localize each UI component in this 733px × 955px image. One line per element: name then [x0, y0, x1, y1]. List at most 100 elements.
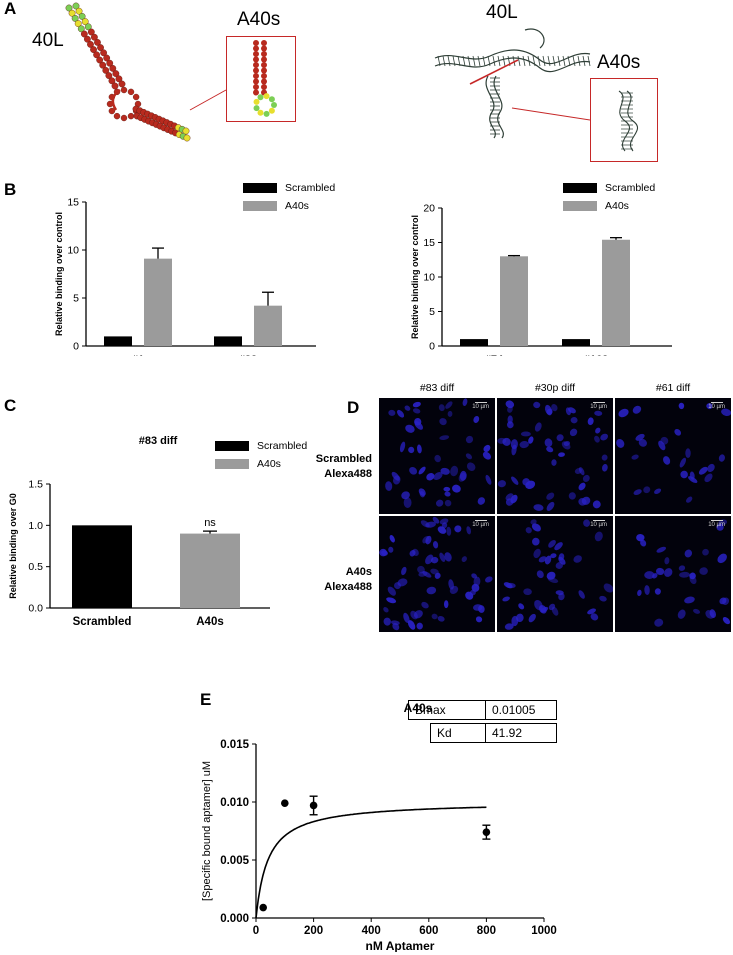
nucleus [532, 537, 540, 546]
nucleus [658, 440, 666, 451]
scale-bar: 10 µm [590, 520, 607, 528]
scale-bar: 10 µm [590, 402, 607, 410]
nucleus [399, 441, 406, 453]
nucleotide-icon [261, 67, 267, 74]
legend-swatch-scrambled [243, 182, 277, 193]
nucleotide-icon [132, 93, 140, 101]
nucleus [705, 610, 715, 619]
row-header-a40s-line2: Alexa488 [324, 581, 372, 593]
nucleus [466, 526, 471, 535]
ns-annotation: ns [204, 517, 216, 529]
legend-swatch-a40s [215, 458, 249, 469]
base-pair-rung [497, 55, 501, 67]
nucleus [633, 489, 642, 496]
nucleus [449, 585, 459, 595]
nucleus [558, 592, 565, 601]
nucleus [528, 436, 534, 444]
nucleotide-icon [115, 75, 123, 83]
nucleotide-icon [127, 88, 135, 96]
nucleus [616, 438, 625, 448]
nucleus [473, 416, 480, 423]
legend-c: Scrambled A40s [215, 438, 307, 474]
column-header-83-diff: #83 diff [419, 382, 455, 394]
nucleus [504, 623, 514, 630]
column-header-30p-diff: #30p diff [534, 382, 576, 394]
nucleus [383, 617, 391, 626]
nucleus [698, 466, 708, 475]
nucleotide-icon [253, 73, 259, 79]
nucleus [426, 473, 435, 481]
nucleotide-icon [183, 134, 191, 142]
micro-scrambled-30p: 10 µm [497, 398, 613, 514]
nucleus [632, 405, 642, 414]
nucleus [578, 590, 585, 599]
x-axis-label: nM Aptamer [366, 939, 435, 952]
param-name-bmax: Bmax [408, 700, 486, 720]
nucleus [425, 521, 436, 528]
nucleus [643, 486, 651, 494]
base-pair-rung [462, 55, 466, 67]
legend-label-scrambled: Scrambled [257, 439, 308, 452]
nucleus [587, 608, 596, 615]
nucleus [416, 622, 423, 630]
nucleus [677, 609, 686, 619]
nucleus [578, 498, 587, 506]
nucleus [544, 555, 552, 565]
nucleus [430, 556, 439, 564]
nucleotide-icon [93, 51, 100, 59]
nucleus [538, 605, 547, 614]
nucleus [528, 613, 536, 623]
bar-a40s [500, 256, 528, 346]
nucleus [618, 408, 629, 418]
nucleus [654, 618, 664, 627]
nucleus [522, 478, 530, 486]
nucleus [570, 417, 578, 424]
base-pair-rung [572, 55, 576, 67]
nucleus [434, 572, 441, 579]
nucleus [638, 438, 648, 447]
nucleus [478, 605, 485, 613]
nucleus [502, 596, 510, 602]
nucleus [409, 466, 418, 475]
nucleus [391, 471, 400, 481]
nucleus [505, 400, 515, 409]
x-tick-label: Scrambled [73, 616, 132, 628]
nucleus [401, 491, 410, 500]
bar-scrambled [72, 525, 132, 608]
nucleotide-icon [261, 51, 267, 57]
nucleotide-icon [68, 9, 76, 17]
nucleus [722, 616, 731, 625]
nucleus [379, 548, 387, 557]
nucleus [421, 601, 429, 609]
nucleus [445, 401, 453, 409]
nucleus [418, 466, 426, 475]
base-pair-rung [562, 55, 566, 67]
nucleus [706, 403, 713, 410]
bar-chart-c: #83 diff 0.0 0.5 1.0 1.5 Relative binding ove… [8, 435, 270, 628]
nucleotide-icon [261, 45, 267, 52]
nucleus [600, 433, 609, 441]
nucleus [551, 459, 557, 466]
bar-scrambled [214, 336, 242, 346]
base-pair-rung [477, 55, 481, 67]
nucleotide-icon [106, 59, 114, 67]
x-tick-label: 400 [362, 925, 381, 937]
y-tick-label: 5 [429, 306, 435, 318]
nucleus [656, 546, 667, 553]
nucleus [550, 553, 557, 559]
nucleus [454, 525, 462, 533]
nucleotide-icon [108, 77, 116, 85]
nucleus [551, 404, 558, 412]
y-tick-label: 5 [73, 293, 79, 305]
base-pair-rung [567, 55, 571, 67]
nucleus [430, 568, 439, 575]
nucleus [573, 555, 582, 563]
base-pair-rung [542, 55, 546, 67]
data-point [309, 801, 318, 810]
nucleotide-icon [78, 12, 86, 20]
param-row-kd: Kd 41.92 [430, 723, 557, 743]
nucleus [465, 453, 473, 460]
micro-a40s-83: 10 µm [379, 516, 495, 632]
nucleus [538, 556, 547, 563]
nucleus [558, 553, 565, 561]
